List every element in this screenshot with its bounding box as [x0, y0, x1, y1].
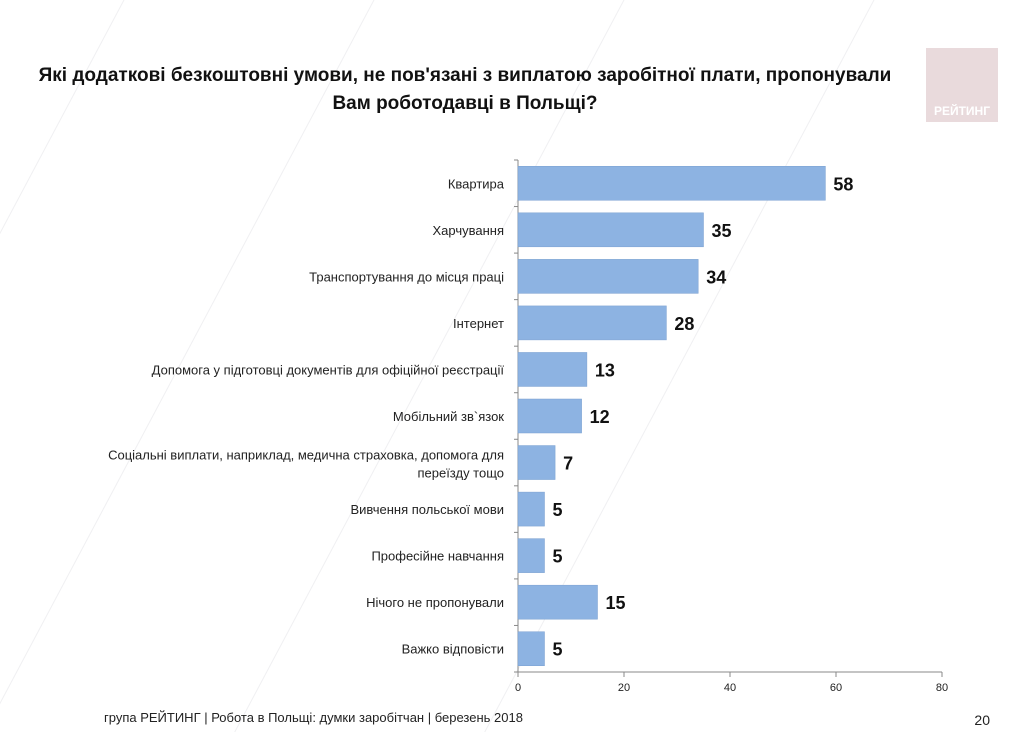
category-label: Інтернет [453, 316, 504, 331]
data-label: 35 [712, 221, 732, 241]
category-label: Квартира [448, 176, 505, 191]
data-label: 13 [595, 360, 615, 380]
data-label: 5 [553, 547, 563, 567]
data-label: 15 [606, 593, 626, 613]
x-tick-label: 0 [515, 682, 521, 694]
category-label: Транспортування до місця праці [309, 269, 504, 284]
x-tick-label: 40 [724, 682, 736, 694]
x-tick-label: 60 [830, 682, 842, 694]
data-label: 58 [833, 174, 853, 194]
bar [517, 445, 556, 480]
category-label: Важко відповісти [402, 642, 504, 657]
data-label: 28 [674, 314, 694, 334]
bar [517, 166, 826, 201]
bar [517, 631, 545, 666]
category-label: Вивчення польської мови [350, 502, 504, 517]
x-tick-label: 20 [618, 682, 630, 694]
data-label: 12 [590, 407, 610, 427]
data-label: 5 [553, 500, 563, 520]
logo-text: РЕЙТИНГ [933, 104, 991, 118]
bar [517, 259, 699, 294]
bar [517, 538, 545, 573]
x-tick-label: 80 [936, 682, 948, 694]
bar [517, 212, 704, 248]
bar [517, 491, 545, 527]
data-label: 5 [553, 640, 563, 660]
category-label: Соціальні виплати, наприклад, медична ст… [108, 448, 504, 481]
bar [517, 305, 667, 341]
chart-title: Які додаткові безкоштовні умови, не пов'… [38, 65, 892, 114]
category-label: Харчування [432, 223, 504, 238]
page-number: 20 [974, 712, 990, 728]
category-label: Професійне навчання [371, 549, 504, 564]
category-label: Допомога у підготовці документів для офі… [152, 362, 505, 377]
logo: РЕЙТИНГ [926, 48, 998, 122]
bar [517, 584, 598, 620]
category-label: Мобільний зв`язок [393, 409, 504, 424]
data-label: 34 [706, 267, 726, 287]
bar [517, 352, 588, 387]
data-label: 7 [563, 454, 573, 474]
bar [517, 398, 582, 434]
footer: група РЕЙТИНГ | Робота в Польщі: думки з… [104, 710, 523, 725]
category-label: Нічого не пропонували [366, 595, 504, 610]
